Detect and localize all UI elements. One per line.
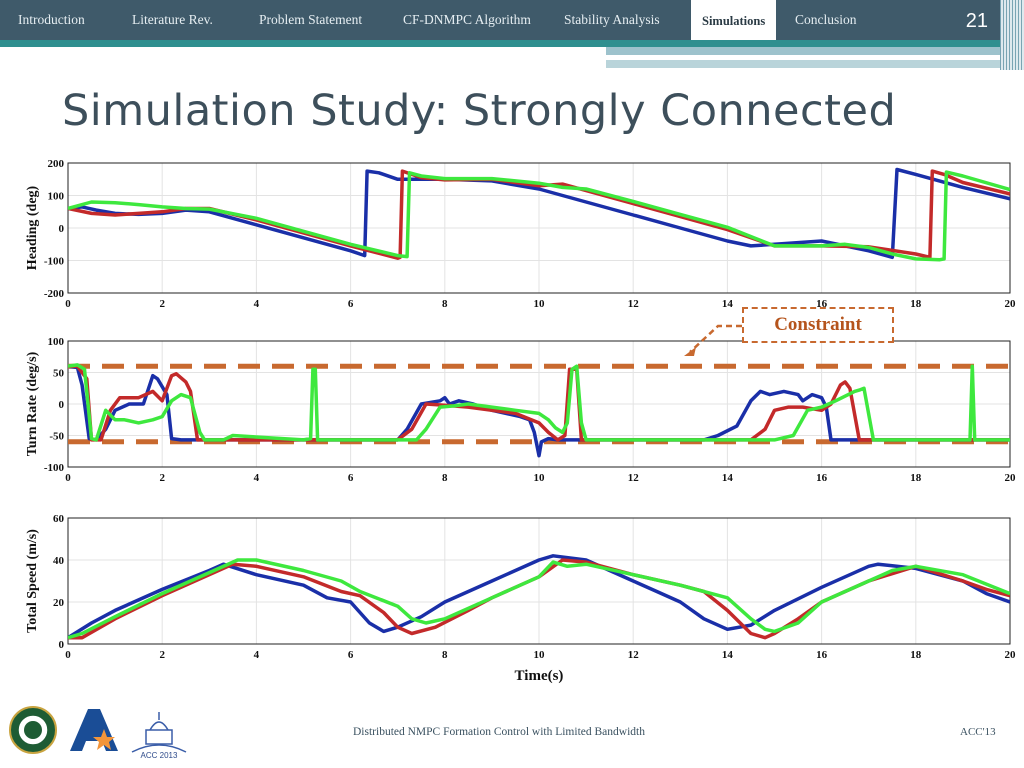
x-tick-label: 14 [722,649,734,661]
y-tick-label: 0 [59,223,65,235]
x-tick-label: 14 [722,472,734,484]
slide-title: Simulation Study: Strongly Connected [62,86,897,136]
x-tick-label: 4 [254,649,260,661]
x-tick-label: 10 [534,472,546,484]
y-tick-label: 100 [48,191,65,203]
y-axis-label: Heading (deg) [25,185,40,270]
plot-frame [67,162,1011,294]
x-tick-label: 20 [1005,649,1017,661]
series-line-green [68,558,1010,640]
header-accent-band [606,47,1000,55]
x-tick-label: 16 [816,298,828,310]
y-tick-label: -200 [44,288,65,300]
tab-stability-analysis[interactable]: Stability Analysis [564,12,660,27]
chart-panel-2: 0 2 4 6 8 10 12 14 16 18 20 -100 -50 0 50 100 Turn Rate … [25,336,1016,484]
x-tick-label: 18 [910,649,922,661]
y-tick-label: 200 [48,158,65,170]
x-tick-label: 10 [534,649,546,661]
x-axis-label: Time(s) [515,668,564,684]
x-tick-label: 8 [442,298,448,310]
x-tick-label: 0 [65,472,71,484]
tab-introduction[interactable]: Introduction [18,12,85,27]
x-tick-label: 16 [816,472,828,484]
y-tick-label: 20 [53,597,65,609]
x-tick-label: 12 [628,472,640,484]
y-axis-label: Total Speed (m/s) [25,529,40,633]
plot-frame [67,340,1011,468]
chart-panel-3: 0 2 4 6 8 10 12 14 16 18 20 0 20 40 60 Total Speed (m/s… [25,513,1016,684]
y-tick-label: 60 [53,513,65,525]
x-tick-label: 14 [722,298,734,310]
x-tick-label: 20 [1005,298,1017,310]
x-tick-label: 0 [65,298,71,310]
university-seal-logo [9,706,57,754]
series-line-green [68,170,1010,262]
y-tick-label: 50 [53,368,65,380]
x-tick-label: 8 [442,649,448,661]
x-tick-label: 12 [628,298,640,310]
tab-conclusion[interactable]: Conclusion [795,12,857,27]
x-tick-label: 4 [254,298,260,310]
x-tick-label: 6 [348,298,354,310]
footer-conference: ACC'13 [960,726,996,738]
header-texture-strip [1000,0,1024,70]
x-tick-label: 8 [442,472,448,484]
y-tick-label: -100 [44,256,65,268]
y-tick-label: 40 [53,555,65,567]
acc-logo-label: ACC 2013 [141,751,178,760]
x-tick-label: 18 [910,472,922,484]
top-navigation-bar [0,0,1024,40]
chart-panel-1: 0 2 4 6 8 10 12 14 16 18 20 -200 -100 0 100 200 Heading … [25,158,1016,310]
series-line-green [68,363,1010,442]
x-tick-label: 6 [348,472,354,484]
x-tick-label: 2 [159,472,165,484]
plot-frame [67,517,1011,645]
x-tick-label: 18 [910,298,922,310]
x-tick-label: 16 [816,649,828,661]
header-band [0,40,1000,47]
constraint-arrow [684,324,742,356]
y-axis-label: Turn Rate (deg/s) [25,351,40,456]
tab-cf-dnmpc-algorithm[interactable]: CF-DNMPC Algorithm [403,12,531,27]
x-tick-label: 0 [65,649,71,661]
y-tick-label: 0 [59,399,65,411]
uta-star-logo [70,709,118,751]
x-tick-label: 6 [348,649,354,661]
x-tick-label: 10 [534,298,546,310]
series-line-blue [68,554,1010,640]
y-tick-label: 100 [48,336,65,348]
simulation-plots: 0 2 4 6 8 10 12 14 16 18 20-200-1000100200Heading … [25,158,1016,684]
tab-problem-statement[interactable]: Problem Statement [259,12,363,27]
y-tick-label: -100 [44,462,65,474]
tab-simulations[interactable]: Simulations [691,0,777,40]
x-tick-label: 2 [159,649,165,661]
x-tick-label: 20 [1005,472,1017,484]
slide-number: 21 [965,10,988,32]
x-tick-label: 4 [254,472,260,484]
x-tick-label: 2 [159,298,165,310]
constraint-label: Constraint [774,314,862,335]
footer-title: Distributed NMPC Formation Control with … [353,726,645,738]
acc-2013-logo: ACC 2013 [131,712,187,760]
x-tick-label: 12 [628,649,640,661]
y-tick-label: -50 [49,431,64,443]
constraint-annotation: Constraint [742,307,894,343]
header-accent-line [826,56,948,58]
tab-literature-review[interactable]: Literature Rev. [132,12,213,27]
y-tick-label: 0 [59,639,65,651]
header-accent-band-2 [606,60,1000,68]
